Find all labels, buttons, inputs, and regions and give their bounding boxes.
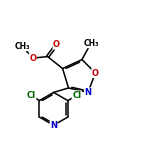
Text: CH₃: CH₃ bbox=[15, 42, 30, 51]
Text: Cl: Cl bbox=[27, 91, 36, 100]
Text: N: N bbox=[50, 121, 57, 130]
Text: N: N bbox=[85, 88, 92, 97]
Text: O: O bbox=[92, 69, 99, 78]
Text: O: O bbox=[29, 54, 36, 63]
Text: Cl: Cl bbox=[72, 91, 81, 100]
Text: O: O bbox=[53, 40, 60, 49]
Text: CH₃: CH₃ bbox=[83, 39, 99, 48]
